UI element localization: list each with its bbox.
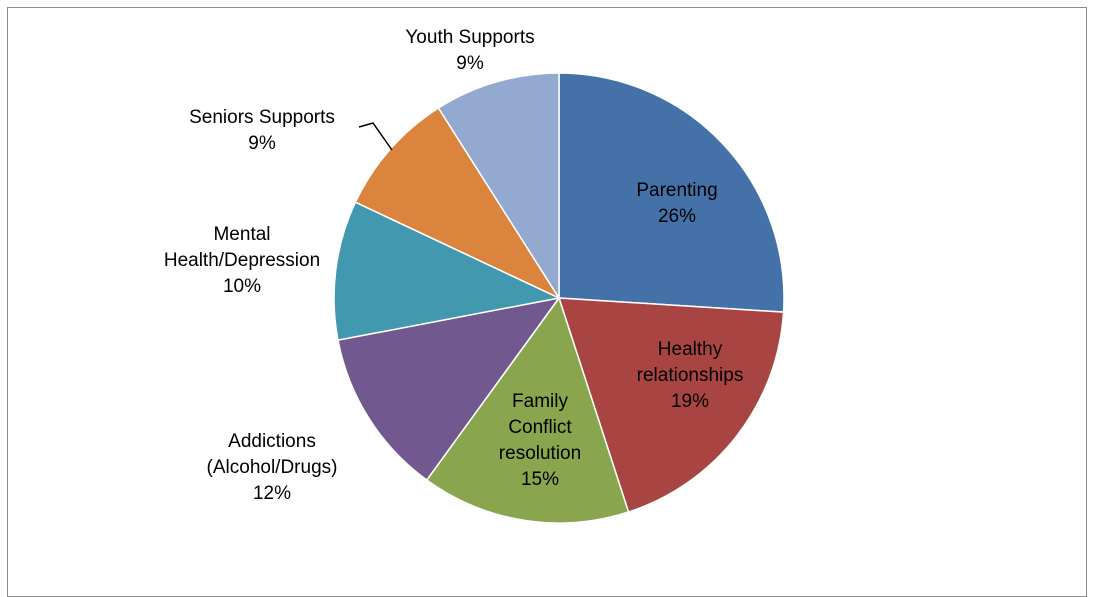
- pie-slice-addictions-alcohol-drugs: [337, 296, 561, 482]
- pie-slice-family-conflict-resolution: [425, 296, 630, 524]
- pie-slice-parenting: [558, 72, 785, 313]
- pie-slice-youth-supports: [437, 72, 560, 301]
- slice-label-seniors-supports: Seniors Supports 9%: [189, 107, 335, 154]
- pie-chart: Parenting 26% Healthy relationships 19% Famil…: [164, 27, 785, 524]
- slice-label-mental-health-depression: Mental Health/Depression 10%: [164, 224, 320, 297]
- leader-line-seniors-supports: [358, 122, 393, 151]
- pie-slices: [333, 72, 785, 524]
- slice-label-parenting: Parenting 26%: [636, 180, 717, 227]
- pie-slice-healthy-relationships: [557, 297, 785, 513]
- slice-labels: Parenting 26% Healthy relationships 19% Famil…: [164, 27, 743, 504]
- pie-slice-seniors-supports: [354, 106, 562, 300]
- slice-label-healthy-relationships: Healthy relationships 19%: [637, 339, 744, 412]
- pie-slice-mental-health-depression: [333, 201, 562, 342]
- slice-label-family-conflict-resolution: Family Conflict resolution 15%: [499, 391, 581, 490]
- slice-label-addictions-alcohol-drugs: Addictions (Alcohol/Drugs) 12%: [207, 431, 338, 504]
- slice-label-youth-supports: Youth Supports 9%: [405, 27, 534, 74]
